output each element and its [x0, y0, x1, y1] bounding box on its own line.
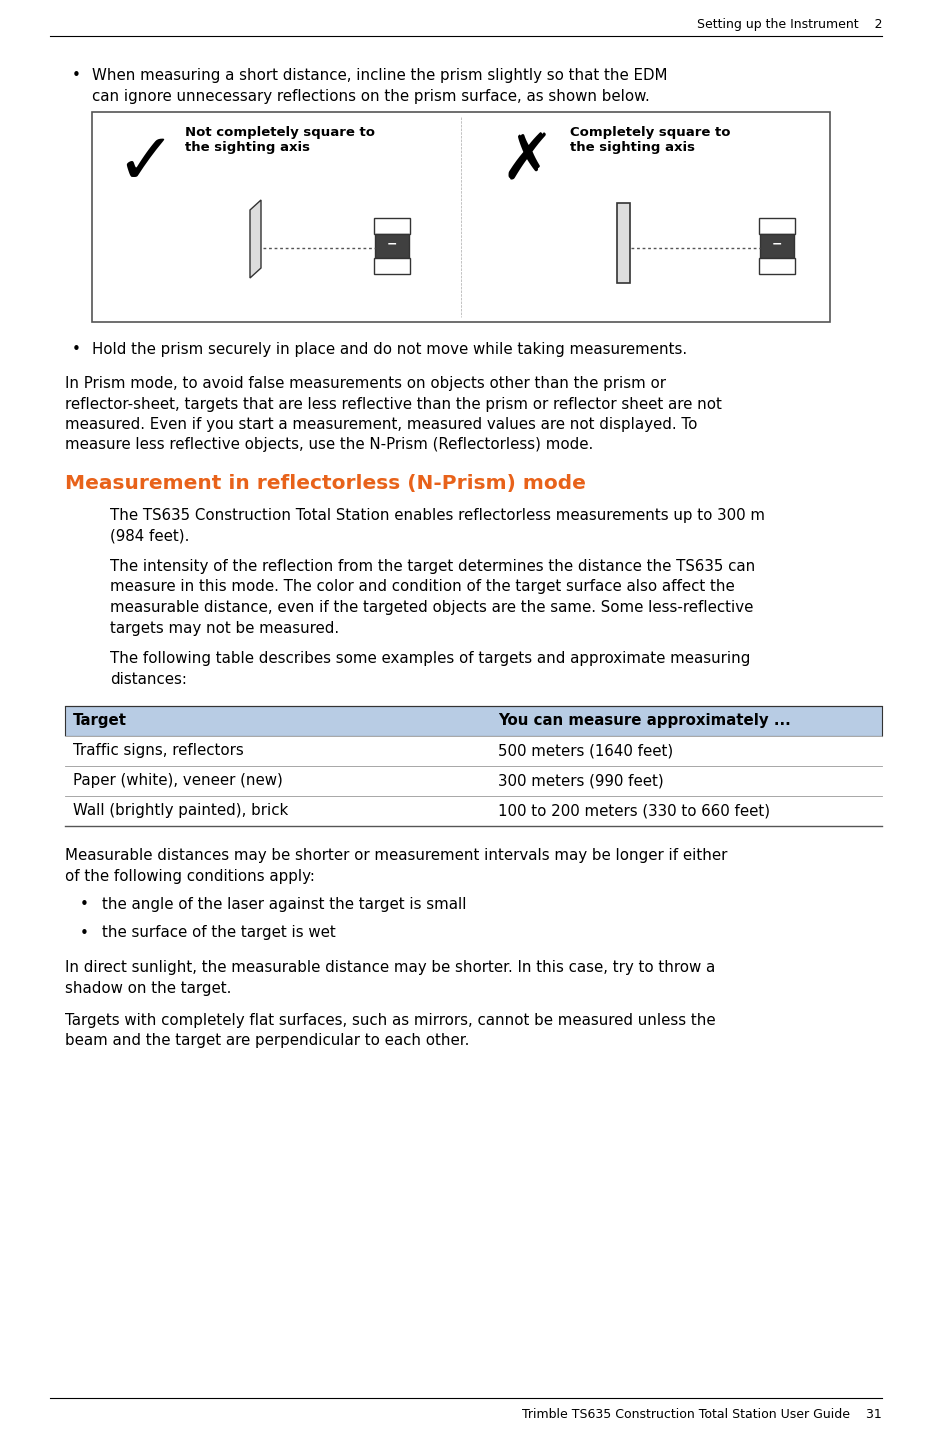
Text: Hold the prism securely in place and do not move while taking measurements.: Hold the prism securely in place and do …	[92, 342, 687, 356]
Text: Wall (brightly painted), brick: Wall (brightly painted), brick	[73, 803, 288, 819]
Text: Trimble TS635 Construction Total Station User Guide    31: Trimble TS635 Construction Total Station…	[523, 1408, 882, 1421]
Text: Measurable distances may be shorter or measurement intervals may be longer if ei: Measurable distances may be shorter or m…	[65, 849, 727, 863]
Bar	[759, 218, 795, 235]
Text: −: −	[387, 238, 397, 250]
Text: measure less reflective objects, use the N-Prism (Reflectorless) mode.: measure less reflective objects, use the…	[65, 438, 593, 452]
Text: ✓: ✓	[115, 130, 176, 199]
Text: In direct sunlight, the measurable distance may be shorter. In this case, try to: In direct sunlight, the measurable dista…	[65, 960, 715, 975]
Text: Measurement in reflectorless (N-Prism) mode: Measurement in reflectorless (N-Prism) m…	[65, 474, 586, 494]
Text: In Prism mode, to avoid false measurements on objects other than the prism or: In Prism mode, to avoid false measuremen…	[65, 376, 666, 391]
Text: of the following conditions apply:: of the following conditions apply:	[65, 869, 315, 883]
Text: −: −	[772, 238, 782, 250]
Text: You can measure approximately ...: You can measure approximately ...	[498, 714, 790, 728]
Text: the angle of the laser against the target is small: the angle of the laser against the targe…	[102, 897, 467, 912]
Text: beam and the target are perpendicular to each other.: beam and the target are perpendicular to…	[65, 1033, 470, 1049]
Bar	[65, 766, 882, 796]
Text: ✗: ✗	[500, 130, 553, 192]
Text: Setting up the Instrument    2: Setting up the Instrument 2	[697, 19, 882, 31]
Text: shadow on the target.: shadow on the target.	[65, 980, 232, 996]
Text: •: •	[80, 897, 89, 912]
Text: measured. Even if you start a measurement, measured values are not displayed. To: measured. Even if you start a measuremen…	[65, 416, 698, 432]
Text: reflector-sheet, targets that are less reflective than the prism or reflector sh: reflector-sheet, targets that are less r…	[65, 396, 722, 412]
Text: The TS635 Construction Total Station enables reflectorless measurements up to 30: The TS635 Construction Total Station ena…	[110, 508, 765, 522]
Text: •: •	[72, 342, 81, 356]
Text: Target: Target	[73, 714, 127, 728]
Text: 500 meters (1640 feet): 500 meters (1640 feet)	[498, 744, 673, 758]
Bar	[65, 736, 882, 766]
Bar	[375, 235, 409, 258]
Bar	[92, 112, 830, 322]
Text: measurable distance, even if the targeted objects are the same. Some less-reflec: measurable distance, even if the targete…	[110, 600, 753, 615]
Text: The following table describes some examples of targets and approximate measuring: The following table describes some examp…	[110, 651, 751, 665]
Text: Targets with completely flat surfaces, such as mirrors, cannot be measured unles: Targets with completely flat surfaces, s…	[65, 1013, 715, 1027]
Text: targets may not be measured.: targets may not be measured.	[110, 621, 339, 635]
Bar	[65, 796, 882, 826]
Text: Completely square to
the sighting axis: Completely square to the sighting axis	[570, 126, 730, 155]
Bar	[759, 258, 795, 273]
Bar	[617, 203, 630, 283]
Text: •: •	[80, 926, 89, 940]
Bar	[760, 235, 794, 258]
Text: The intensity of the reflection from the target determines the distance the TS63: The intensity of the reflection from the…	[110, 560, 755, 574]
Text: 300 meters (990 feet): 300 meters (990 feet)	[498, 774, 664, 788]
Text: When measuring a short distance, incline the prism slightly so that the EDM: When measuring a short distance, incline…	[92, 69, 668, 83]
Text: •: •	[72, 69, 81, 83]
Bar	[374, 218, 410, 235]
Text: 100 to 200 meters (330 to 660 feet): 100 to 200 meters (330 to 660 feet)	[498, 803, 770, 819]
Polygon shape	[250, 200, 261, 278]
Text: Traffic signs, reflectors: Traffic signs, reflectors	[73, 744, 244, 758]
Text: the surface of the target is wet: the surface of the target is wet	[102, 926, 336, 940]
Text: (984 feet).: (984 feet).	[110, 528, 190, 544]
Text: Paper (white), veneer (new): Paper (white), veneer (new)	[73, 774, 283, 788]
Text: can ignore unnecessary reflections on the prism surface, as shown below.: can ignore unnecessary reflections on th…	[92, 89, 650, 103]
Text: Not completely square to
the sighting axis: Not completely square to the sighting ax…	[185, 126, 375, 155]
Bar	[374, 258, 410, 273]
Text: measure in this mode. The color and condition of the target surface also affect : measure in this mode. The color and cond…	[110, 580, 735, 594]
Text: distances:: distances:	[110, 671, 187, 687]
Bar	[65, 705, 882, 736]
